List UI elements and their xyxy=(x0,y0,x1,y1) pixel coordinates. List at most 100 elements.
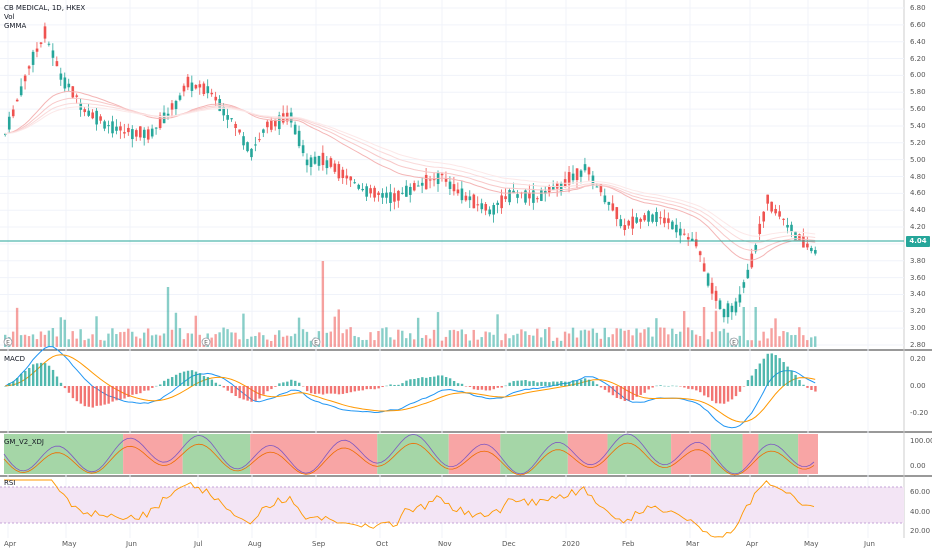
macd-label[interactable]: MACD xyxy=(4,355,25,363)
candle xyxy=(786,224,789,228)
rsi-label[interactable]: RSI xyxy=(4,479,16,487)
volume-bar xyxy=(690,330,694,347)
macd-bar xyxy=(79,386,83,404)
volume-bar xyxy=(647,327,650,347)
event-marker-icon xyxy=(729,337,739,347)
macd-bar xyxy=(456,383,460,386)
volume-bar xyxy=(468,340,471,347)
gm-label[interactable]: GM_V2_XDJ xyxy=(4,438,44,446)
volume-bar xyxy=(63,319,66,347)
gmma-label[interactable]: GMMA xyxy=(4,22,27,30)
volume-bar xyxy=(448,330,452,347)
volume-bar xyxy=(555,337,559,347)
candle xyxy=(254,144,257,146)
volume-bar xyxy=(516,333,519,347)
macd-bar xyxy=(313,386,317,394)
macd-bar xyxy=(762,358,766,386)
macd-bar xyxy=(246,386,249,401)
macd-bar xyxy=(67,386,71,393)
volume-bar xyxy=(738,335,741,347)
time-tick: Jun xyxy=(126,540,137,548)
macd-bar xyxy=(4,386,7,387)
gmma-line xyxy=(5,106,816,237)
event-marker-icon xyxy=(201,337,211,347)
macd-bar xyxy=(393,384,396,386)
candle xyxy=(67,83,71,88)
volume-bar xyxy=(345,329,348,347)
volume-bar xyxy=(742,307,745,347)
signal-line xyxy=(5,354,816,423)
macd-bar xyxy=(35,363,39,386)
price-tick: 6.80 xyxy=(910,4,926,12)
volume-bar xyxy=(91,334,94,347)
macd-bar xyxy=(345,386,349,394)
volume-bar xyxy=(79,329,82,347)
macd-bar xyxy=(389,384,392,386)
macd-bar xyxy=(524,380,527,386)
candle xyxy=(710,282,714,294)
volume-bar xyxy=(242,313,245,347)
symbol-title[interactable]: CB MEDICAL, 1D, HKEX xyxy=(4,4,86,12)
candle xyxy=(250,148,253,158)
macd-bar xyxy=(353,386,357,392)
candle xyxy=(39,42,43,45)
macd-bar xyxy=(504,385,507,387)
volume-bar xyxy=(47,330,51,347)
macd-bar xyxy=(440,375,444,386)
candle xyxy=(718,300,722,309)
macd_axis-tick: 0.00 xyxy=(910,382,926,390)
macd-bar xyxy=(381,386,384,388)
candle xyxy=(492,205,495,215)
macd-bar xyxy=(91,386,94,408)
volume-bar xyxy=(198,334,201,347)
candle xyxy=(635,217,638,223)
volume-bar xyxy=(123,331,126,347)
volume-bar xyxy=(484,331,487,347)
macd-bar xyxy=(234,386,237,396)
macd-bar xyxy=(329,386,333,394)
macd-bar xyxy=(492,386,495,390)
volume-bar xyxy=(774,318,777,347)
gmma-line xyxy=(5,97,816,252)
macd-bar xyxy=(218,384,222,386)
candle xyxy=(123,132,126,134)
candle xyxy=(333,163,337,172)
macd-bar xyxy=(182,371,186,386)
candle xyxy=(603,195,607,203)
gm-band xyxy=(123,434,183,474)
candle xyxy=(198,84,202,88)
rsi_axis-tick: 40.00 xyxy=(910,508,931,516)
macd-bar xyxy=(170,377,174,386)
volume-bar xyxy=(420,337,424,347)
candle xyxy=(706,273,710,286)
macd-bar xyxy=(186,370,190,386)
time-tick: Aug xyxy=(248,540,262,548)
volume-bar xyxy=(758,340,761,347)
gm_axis-tick: 0.00 xyxy=(910,462,926,470)
candle xyxy=(31,51,35,65)
volume-bar xyxy=(230,332,233,347)
macd-bar xyxy=(591,381,595,386)
candle xyxy=(758,223,762,235)
macd-bar xyxy=(734,386,738,397)
candle xyxy=(234,123,237,129)
macd-bar xyxy=(703,386,706,396)
volume-bar xyxy=(675,334,678,347)
macd-bar xyxy=(290,379,293,386)
candle xyxy=(174,100,178,110)
time-tick: 2020 xyxy=(562,540,580,548)
volume-bar xyxy=(397,329,400,347)
candle xyxy=(651,214,654,222)
macd-bar xyxy=(476,386,480,390)
macd-bar xyxy=(20,373,23,386)
macd-bar xyxy=(397,384,400,386)
macd-bar xyxy=(282,382,285,386)
vol-label[interactable]: Vol xyxy=(4,13,15,21)
macd-bar xyxy=(500,386,503,388)
macd-bar xyxy=(71,386,75,399)
macd-bar xyxy=(28,367,31,386)
candle xyxy=(59,73,63,80)
volume-bar xyxy=(536,328,539,347)
macd-bar xyxy=(266,386,269,392)
